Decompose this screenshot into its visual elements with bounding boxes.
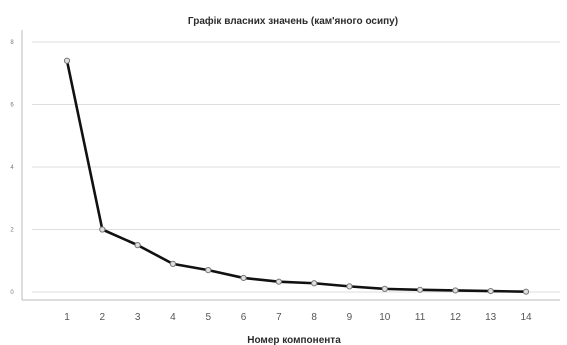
data-point-8: [311, 280, 318, 287]
x-tick-label-5: 5: [205, 312, 211, 323]
x-tick-label-8: 8: [311, 312, 317, 323]
chart-title: Графік власних значень (кам'яного осипу): [188, 15, 398, 27]
data-point-12: [452, 287, 459, 294]
x-tick-label-13: 13: [485, 312, 497, 323]
x-tick-label-9: 9: [347, 312, 353, 323]
y-tick-label-3: 6: [10, 103, 14, 109]
data-point-11: [416, 286, 424, 293]
x-tick-label-6: 6: [241, 312, 247, 323]
x-tick-label-10: 10: [379, 312, 391, 323]
x-tick-label-1: 1: [64, 312, 70, 323]
data-point-10: [381, 285, 388, 292]
y-tick-label-0: 0: [10, 290, 14, 296]
y-tick-labels: 0 2 4 6 8: [10, 40, 14, 296]
data-point-6: [240, 274, 247, 282]
series-layer: [63, 57, 530, 295]
x-tick-label-11: 11: [415, 312, 426, 323]
x-tick-label-14: 14: [520, 312, 532, 323]
data-point-13: [487, 287, 494, 295]
axes: [21, 30, 560, 301]
data-point-4: [169, 260, 177, 267]
x-tick-label-7: 7: [276, 312, 282, 323]
data-point-3: [134, 242, 141, 249]
x-tick-label-3: 3: [135, 312, 141, 323]
data-point-5: [205, 267, 212, 274]
x-tick-label-12: 12: [450, 312, 462, 323]
data-point-7: [275, 278, 282, 285]
series-line-0: [65, 60, 527, 293]
y-tick-label-4: 8: [10, 40, 14, 46]
x-tick-label-4: 4: [170, 312, 176, 323]
data-point-1: [63, 57, 71, 64]
data-point-2: [99, 226, 106, 233]
y-tick-label-2: 4: [10, 165, 14, 171]
x-tick-label-2: 2: [100, 312, 106, 323]
data-point-9: [346, 283, 353, 290]
x-tick-labels: 1 2 3 4 5 6 7 8 9 10 11 12 13 14: [64, 312, 532, 323]
data-point-14: [522, 288, 530, 295]
x-axis-label: Номер компонента: [247, 335, 341, 345]
y-tick-label-1: 2: [10, 228, 14, 234]
